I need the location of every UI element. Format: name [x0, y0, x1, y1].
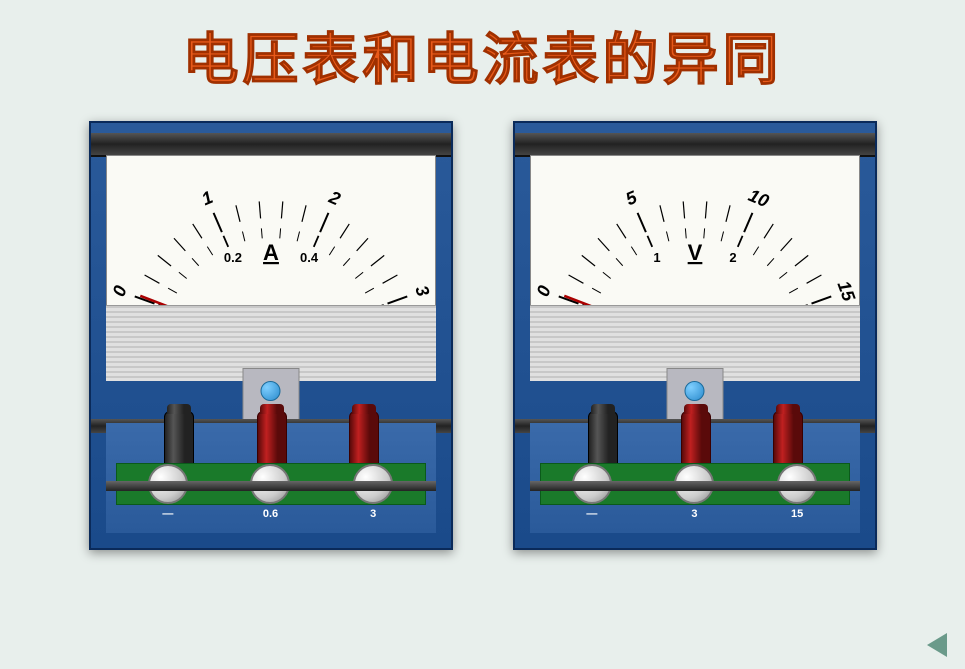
svg-text:0.4: 0.4 [299, 250, 318, 265]
ammeter-dial: 01230.20.40.60A [106, 155, 436, 307]
svg-text:5: 5 [622, 187, 640, 210]
svg-text:1: 1 [198, 187, 215, 209]
bottom-bar [530, 481, 860, 491]
meter-top-bar [91, 133, 451, 157]
svg-text:2: 2 [729, 250, 736, 265]
terminal-label: — [162, 508, 173, 520]
page-title: 电压表和电流表的异同 [0, 0, 965, 96]
voltmeter-dial: 0510151230V [530, 155, 860, 307]
svg-text:V: V [687, 240, 702, 265]
svg-text:0: 0 [108, 283, 130, 299]
terminal-label: 3 [691, 508, 697, 520]
svg-text:1: 1 [653, 250, 660, 265]
svg-text:10: 10 [745, 185, 771, 211]
ammeter-frame: 01230.20.40.60A—0.63 [89, 121, 453, 550]
terminal-label: — [586, 508, 597, 520]
svg-text:3: 3 [411, 283, 433, 299]
terminal-label: 15 [791, 508, 803, 520]
svg-text:15: 15 [833, 278, 859, 305]
terminal-label: 0.6 [263, 508, 278, 520]
svg-text:0: 0 [532, 283, 554, 299]
voltmeter-frame: 0510151230V—315 [513, 121, 877, 550]
meters-container: 01230.20.40.60A—0.630510151230V—315 [0, 121, 965, 550]
svg-text:A: A [263, 240, 279, 265]
meter-top-bar [515, 133, 875, 157]
terminal-area: — 3 15 [530, 423, 860, 533]
svg-text:0.2: 0.2 [223, 250, 241, 265]
terminal-area: — 0.6 3 [106, 423, 436, 533]
bottom-bar [106, 481, 436, 491]
svg-text:2: 2 [325, 187, 343, 210]
terminal-label: 3 [370, 508, 376, 520]
prev-arrow-icon[interactable] [927, 633, 947, 657]
